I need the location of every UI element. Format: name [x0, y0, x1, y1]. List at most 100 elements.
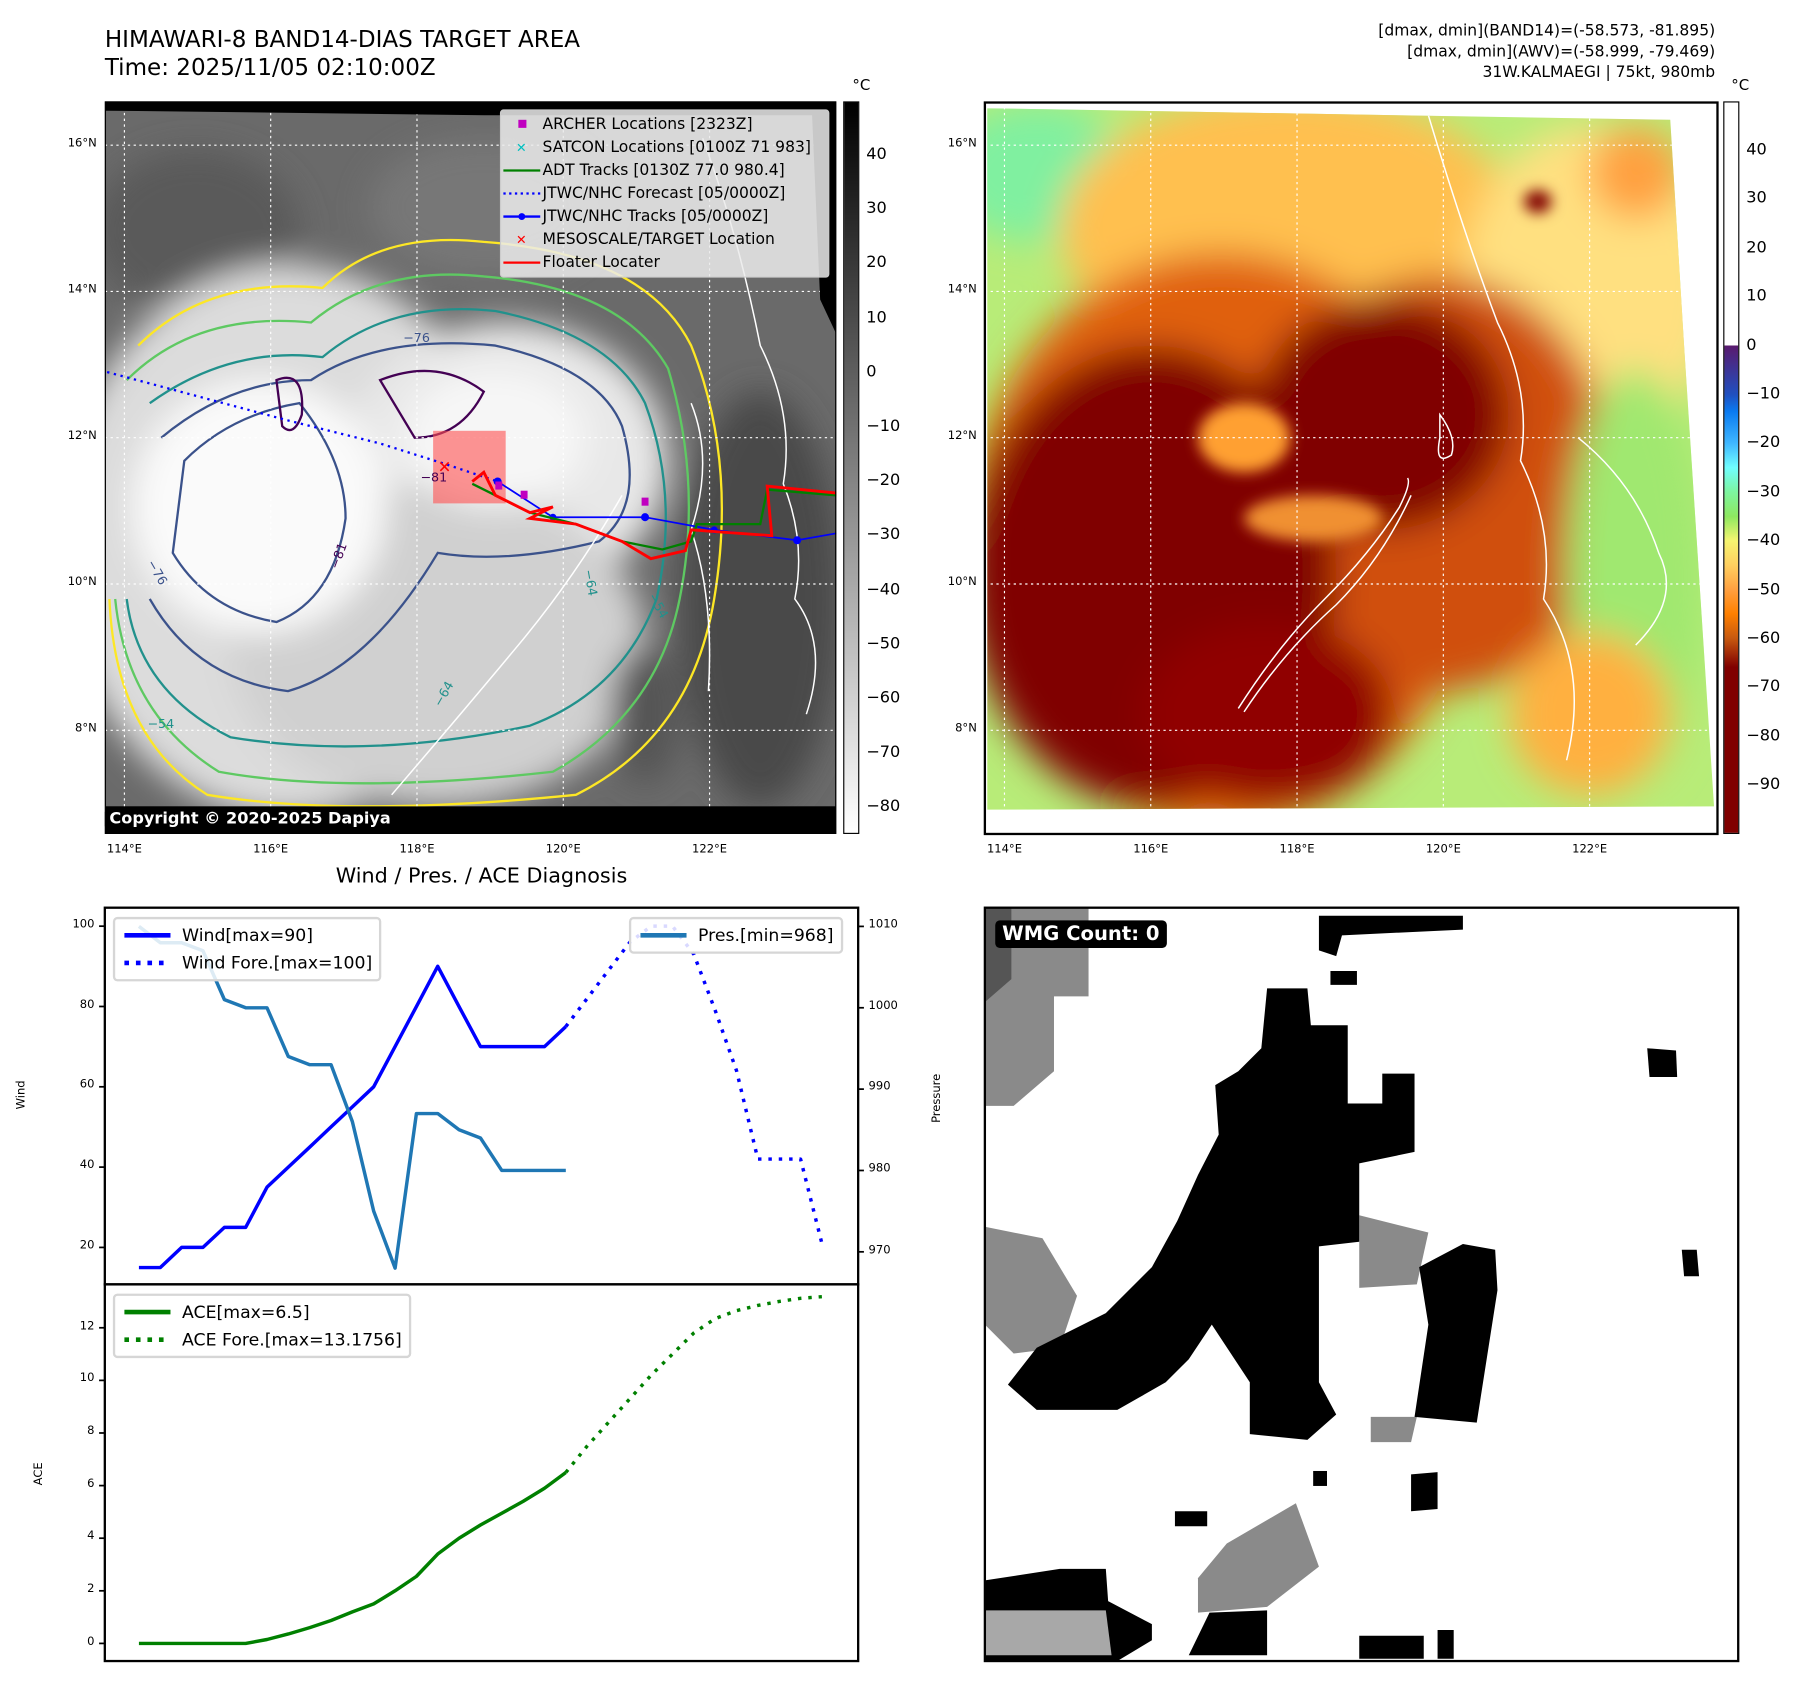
legend-wind: Wind[max=90] — [182, 924, 314, 946]
lon-label: 122°E — [692, 843, 728, 856]
colorbar-tick: −70 — [866, 743, 901, 762]
lon-label: 114°E — [986, 843, 1022, 856]
lon-label: 122°E — [1572, 843, 1608, 856]
colorbar-tick: −90 — [1746, 775, 1781, 794]
colorbar-tick: −80 — [1746, 726, 1781, 746]
awv-range: [dmax, dmin](AWV)=(-58.999, -79.469) — [1407, 42, 1716, 62]
lon-label: 118°E — [399, 843, 435, 856]
colorbar-tick: −20 — [1746, 433, 1781, 452]
lat-label: 12°N — [947, 429, 977, 443]
colorbar-tick: −50 — [866, 634, 901, 653]
y-tick-label: 60 — [79, 1078, 95, 1092]
svg-text:✕: ✕ — [516, 140, 527, 155]
colorbar-unit-label: °C — [852, 77, 871, 95]
map-legend-item: ADT Tracks [0130Z 77.0 980.4] — [501, 159, 828, 182]
lat-label: 16°N — [67, 137, 97, 150]
y-tick-label: 0 — [87, 1635, 95, 1649]
colorbar-tick: −60 — [1746, 628, 1781, 648]
y-right-tick-label: 1000 — [868, 999, 898, 1013]
lat-label: 14°N — [947, 283, 977, 297]
dotted-line-icon — [501, 185, 542, 201]
colorbar-tick: 0 — [866, 362, 877, 382]
colorbar-tick: −30 — [866, 525, 901, 545]
lon-label: 120°E — [545, 843, 581, 856]
map-legend-item: JTWC/NHC Tracks [05/0000Z] — [501, 205, 828, 228]
legend-ace: ACE[max=6.5] — [182, 1301, 310, 1323]
map-legend-label: ADT Tracks [0130Z 77.0 980.4] — [542, 161, 785, 180]
solid-line-icon — [501, 162, 542, 178]
colorbar-tick: 20 — [866, 253, 887, 273]
colorbar-tick: −30 — [1746, 482, 1781, 501]
pressure-axis-label: Pressure — [930, 1073, 944, 1123]
y-tick-label: 8 — [87, 1424, 95, 1438]
lat-label: 14°N — [67, 283, 97, 297]
svg-text:✕: ✕ — [516, 232, 527, 247]
colorbar-unit-label: °C — [1731, 77, 1750, 95]
contour-label: −81 — [420, 469, 447, 484]
map-legend-item: JTWC/NHC Forecast [05/0000Z] — [501, 182, 828, 205]
lon-label: 120°E — [1425, 843, 1461, 856]
colorbar-tick: −40 — [866, 580, 901, 599]
map-legend: ARCHER Locations [2323Z] ✕ SATCON Location… — [499, 109, 830, 278]
x-marker-icon: ✕ — [501, 139, 542, 155]
wind-axis-label: Wind — [15, 1080, 28, 1110]
y-right-tick-label: 1010 — [868, 918, 898, 932]
y-tick-label: 4 — [87, 1530, 95, 1543]
y-tick-label: 100 — [72, 918, 95, 931]
lon-label: 116°E — [253, 843, 289, 856]
wmg-count-badge: WMG Count: 0 — [995, 920, 1167, 949]
contour-label: −64 — [581, 568, 600, 597]
legend-pressure: Pres.[min=968] — [698, 924, 834, 946]
lon-label: 118°E — [1279, 843, 1315, 856]
y-right-tick-label: 970 — [868, 1243, 891, 1257]
lon-label: 114°E — [106, 843, 142, 856]
chart-title: Wind / Pres. / ACE Diagnosis — [335, 863, 628, 889]
lat-label: 16°N — [947, 137, 977, 150]
ace-legend: ACE[max=6.5] ACE Fore.[max=13.1756] — [112, 1293, 412, 1359]
awv-colorbar — [1723, 101, 1740, 834]
y-tick-label: 12 — [79, 1319, 95, 1333]
copyright-label: Copyright © 2020-2025 Dapiya — [104, 808, 396, 830]
colorbar-tick: 30 — [1746, 189, 1767, 208]
series-ace-fore — [564, 1294, 823, 1474]
wmg-panel — [984, 907, 1739, 1662]
colorbar-tick: −40 — [1746, 531, 1781, 550]
map-legend-item: ✕ SATCON Locations [0100Z 71 983] — [501, 136, 828, 159]
map-legend-label: MESOSCALE/TARGET Location — [542, 230, 775, 249]
y-tick-label: 2 — [87, 1582, 95, 1596]
floater-track — [471, 470, 837, 561]
y-tick-label: 6 — [87, 1477, 95, 1491]
band14-range: [dmax, dmin](BAND14)=(-58.573, -81.895) — [1378, 21, 1716, 41]
colorbar-tick: −50 — [1746, 580, 1781, 599]
y-right-tick-label: 990 — [868, 1081, 891, 1094]
figure-title: HIMAWARI-8 BAND14-DIAS TARGET AREA Time: … — [104, 25, 581, 81]
y-tick-label: 10 — [79, 1372, 95, 1385]
x-marker-icon: ✕ — [501, 232, 542, 248]
band14-map: ✕ −76 −81 −76 −81 −64 −64 −54 −54 — [104, 101, 837, 834]
lat-label: 10°N — [67, 575, 97, 589]
legend-wind-forecast: Wind Fore.[max=100] — [182, 952, 373, 974]
map-legend-item: ✕ MESOSCALE/TARGET Location — [501, 228, 828, 251]
band14-colorbar — [843, 101, 860, 834]
y-tick-label: 80 — [79, 998, 95, 1012]
pressure-legend: Pres.[min=968] — [628, 916, 843, 954]
colorbar-tick: −10 — [1746, 384, 1781, 404]
colorbar-tick: −20 — [866, 471, 901, 490]
series-wind — [138, 964, 567, 1270]
awv-map — [984, 101, 1717, 834]
colorbar-tick: 0 — [1746, 335, 1757, 355]
colorbar-tick: 30 — [866, 199, 887, 218]
wind-legend: Wind[max=90] Wind Fore.[max=100] — [112, 916, 382, 982]
contour-label: −54 — [147, 716, 174, 731]
colorbar-tick: −80 — [866, 797, 901, 816]
lat-label: 8°N — [75, 722, 97, 735]
colorbar-tick: −60 — [866, 688, 901, 708]
series-ace — [138, 1471, 567, 1646]
lat-label: 8°N — [955, 722, 977, 735]
chart-axes-frame — [103, 1283, 860, 1663]
lat-label: 12°N — [67, 429, 97, 443]
square-marker-icon — [501, 116, 542, 132]
map-legend-label: ARCHER Locations [2323Z] — [542, 115, 753, 134]
colorbar-tick: 10 — [866, 308, 887, 327]
y-tick-label: 20 — [79, 1239, 95, 1253]
